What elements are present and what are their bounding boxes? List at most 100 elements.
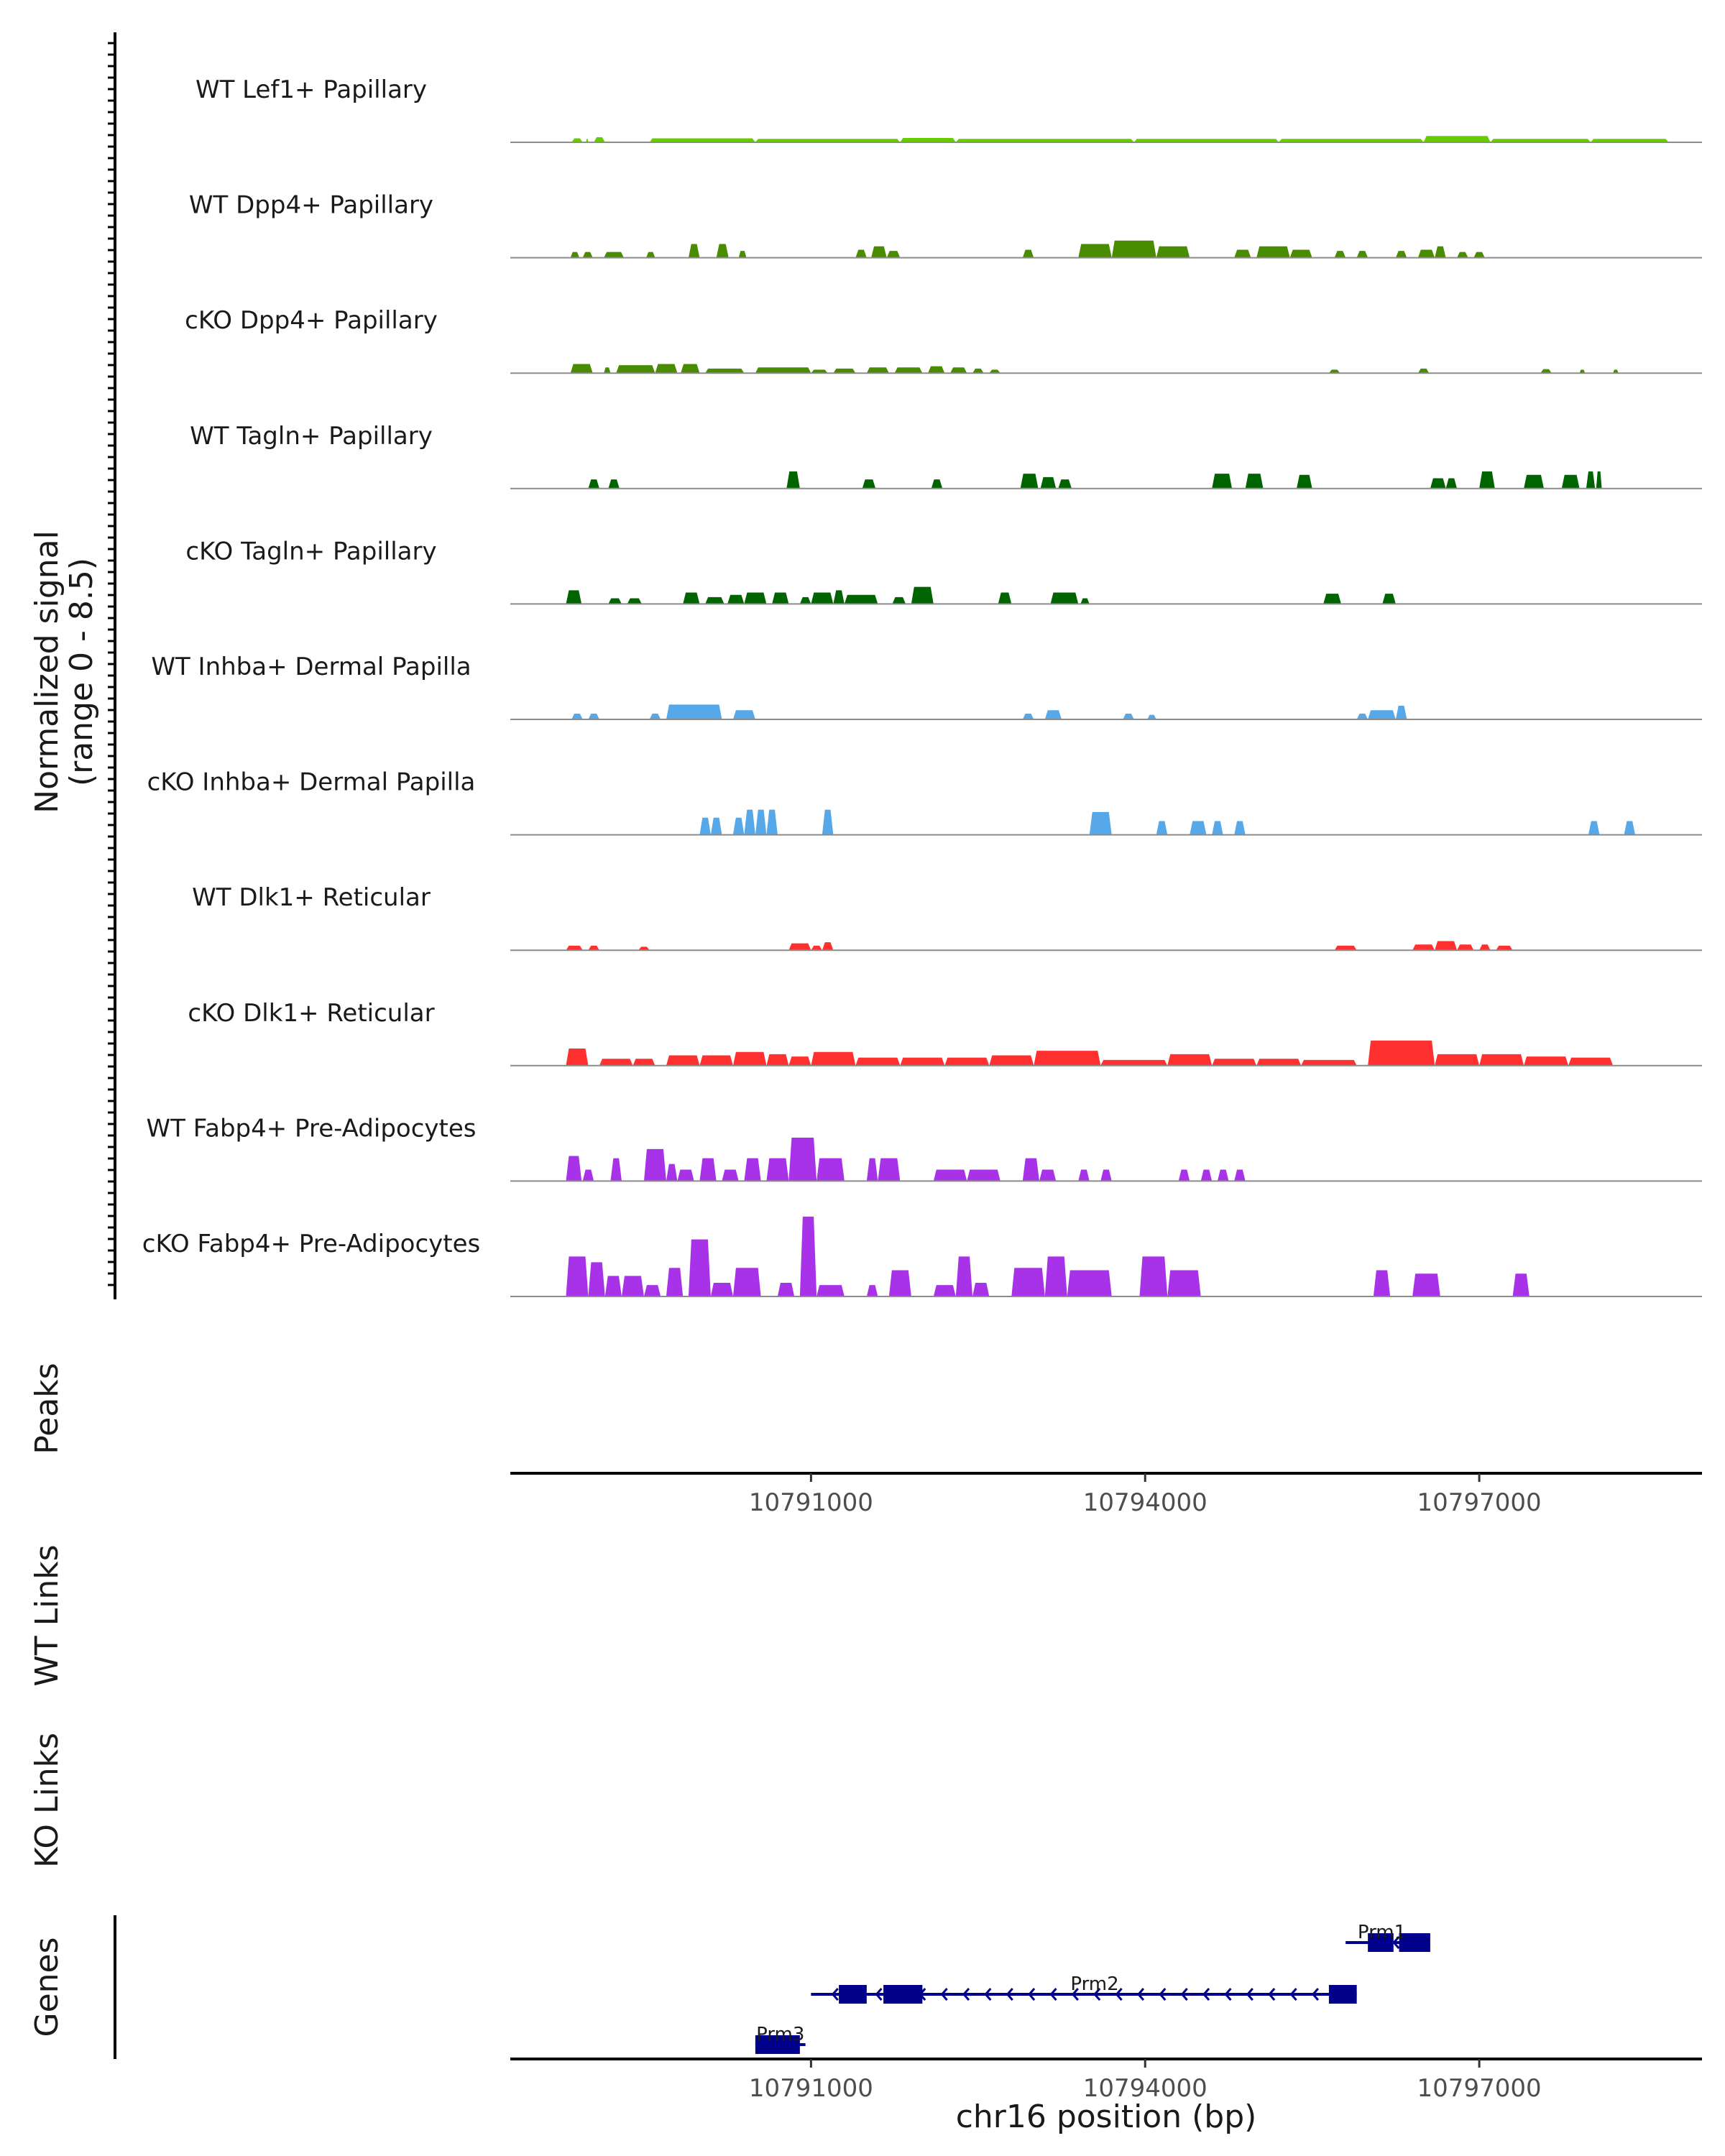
x-tick-label: 10791000 [749, 2074, 873, 2103]
track-1: WT Dpp4+ Papillary [189, 191, 1702, 259]
signal-area [1212, 1059, 1257, 1066]
signal-area [1435, 1054, 1480, 1066]
signal-area [1022, 1158, 1040, 1181]
exon [755, 2035, 800, 2054]
signal-area [862, 479, 876, 489]
signal-area [744, 592, 767, 604]
genes-x-ticks: 10791000 10794000 10797000 [749, 2059, 1542, 2103]
wt-links-label: WT Links [29, 1544, 65, 1686]
signal-area [755, 367, 811, 374]
track-label: WT Inhba+ Dermal Papilla [151, 653, 471, 681]
strand-arrow [1006, 1988, 1013, 2001]
signal-area [722, 1169, 739, 1181]
signal-area [666, 1055, 700, 1066]
signal-area [1540, 369, 1552, 374]
signal-area [1512, 1273, 1530, 1296]
strand-arrow [1289, 1988, 1297, 2001]
signal-area [755, 809, 767, 835]
signal-area [894, 367, 923, 374]
signal-area [928, 366, 945, 374]
signal-area [1178, 1169, 1190, 1181]
strand-arrow [940, 1988, 948, 2001]
signal-area [1624, 821, 1636, 835]
signal-area [1040, 476, 1057, 489]
signal-area [1022, 714, 1034, 719]
exon [1368, 1933, 1394, 1952]
signal-area [799, 1216, 817, 1296]
signal-area [1100, 1169, 1112, 1181]
signal-area [699, 1055, 733, 1066]
x-tick-label: 10797000 [1417, 2074, 1542, 2103]
signal-area [710, 1282, 733, 1296]
signal-area [566, 1256, 589, 1296]
signal-area [1256, 246, 1290, 258]
signal-area [1561, 474, 1580, 489]
signal-area [1156, 821, 1168, 835]
strand-arrow [1180, 1988, 1188, 2001]
signal-area [866, 367, 889, 374]
signal-area [1058, 479, 1072, 489]
signal-area [1328, 369, 1340, 374]
signal-area [732, 817, 745, 835]
track-0: WT Lef1+ Papillary [196, 75, 1702, 143]
signal-area [649, 714, 661, 719]
signal-area [777, 1282, 795, 1296]
signal-area [833, 368, 856, 374]
exon [883, 1985, 923, 2004]
gene-Prm2: Prm2 [811, 1973, 1357, 2004]
signal-area [1234, 821, 1246, 835]
signal-area [950, 367, 967, 374]
ko-links-label: KO Links [29, 1733, 65, 1868]
strand-arrow [1224, 1988, 1232, 2001]
gene-label: Prm3 [756, 2024, 804, 2045]
x-tick-label: 10797000 [1417, 1488, 1542, 1517]
strand-arrow [1049, 1988, 1057, 2001]
signal-area [594, 137, 605, 142]
signal-area [1591, 139, 1669, 142]
track-9: WT Fabp4+ Pre-Adipocytes [147, 1114, 1702, 1182]
signal-area [588, 945, 599, 951]
signal-tracks: WT Lef1+ Papillary WT Dpp4+ Papillary cKO … [142, 75, 1702, 1297]
signal-area [900, 137, 956, 142]
exon [839, 1985, 867, 2004]
signal-area [744, 1158, 761, 1181]
signal-area [844, 594, 878, 604]
signal-area [1445, 478, 1458, 489]
signal-area [1588, 821, 1600, 835]
signal-area [688, 1239, 711, 1296]
signal-area [1234, 249, 1251, 258]
track-label: cKO Fabp4+ Pre-Adipocytes [142, 1230, 481, 1258]
signal-area [766, 1158, 789, 1181]
signal-area [1323, 594, 1341, 604]
genes-label: Genes [29, 1937, 65, 2037]
signal-area [822, 942, 834, 951]
signal-area [788, 1138, 817, 1181]
signal-area [705, 368, 745, 374]
signal-area [1301, 1059, 1357, 1066]
signal-area [1479, 944, 1491, 951]
signal-area [1568, 1057, 1614, 1066]
signal-area [1212, 821, 1223, 835]
signal-area [1050, 592, 1079, 604]
signal-area [1020, 474, 1039, 489]
signal-area [822, 809, 834, 835]
signal-area [1011, 1268, 1045, 1296]
track-label: WT Fabp4+ Pre-Adipocytes [147, 1114, 477, 1143]
signal-area [666, 704, 722, 719]
signal-area [955, 139, 1134, 142]
signal-area [638, 946, 650, 951]
strand-arrow [875, 1988, 883, 2001]
gene-models: Prm1 Prm2 Prm3 [755, 1922, 1430, 2054]
signal-area [632, 1059, 656, 1066]
signal-area [710, 817, 722, 835]
signal-area [1200, 1169, 1213, 1181]
strand-arrow [831, 1988, 839, 2001]
signal-area [744, 809, 755, 835]
signal-area [1334, 945, 1357, 951]
signal-area [1167, 1054, 1213, 1066]
signal-area [582, 252, 593, 258]
signal-area [816, 1285, 845, 1296]
signal-area [1190, 821, 1207, 835]
